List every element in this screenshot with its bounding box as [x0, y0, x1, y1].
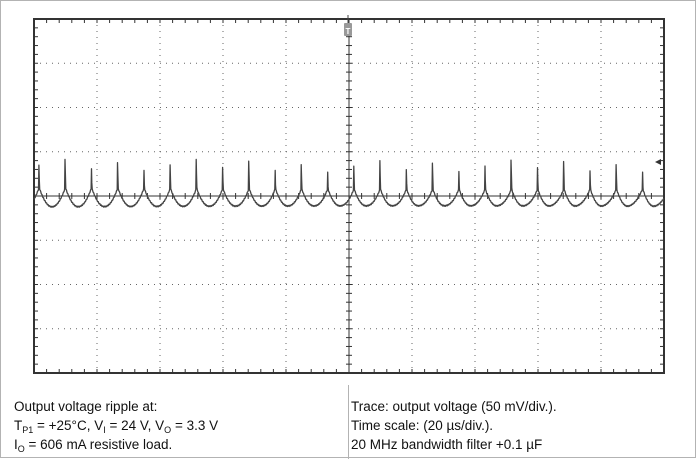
trigger-marker: T	[344, 15, 352, 36]
trigger-marker-label: T	[346, 27, 351, 36]
caption-right-line-2: Time scale: (20 µs/div.).	[351, 418, 494, 433]
plot-grid	[33, 18, 665, 374]
channel-level-marker	[655, 159, 661, 165]
caption-left-line-1: Output voltage ripple at:	[14, 399, 158, 414]
ripple-trace	[33, 158, 665, 208]
oscilloscope-plot: T	[33, 15, 665, 374]
caption-right-line-1: Trace: output voltage (50 mV/div.).	[351, 399, 557, 414]
caption-right-line-3: 20 MHz bandwidth filter +0.1 µF	[351, 437, 543, 452]
caption-left-line-2: TP1 = +25°C, VI = 24 V, VO = 3.3 V	[14, 418, 219, 435]
caption-divider	[348, 385, 349, 459]
caption-left-line-3: IO = 606 mA resistive load.	[14, 437, 173, 454]
